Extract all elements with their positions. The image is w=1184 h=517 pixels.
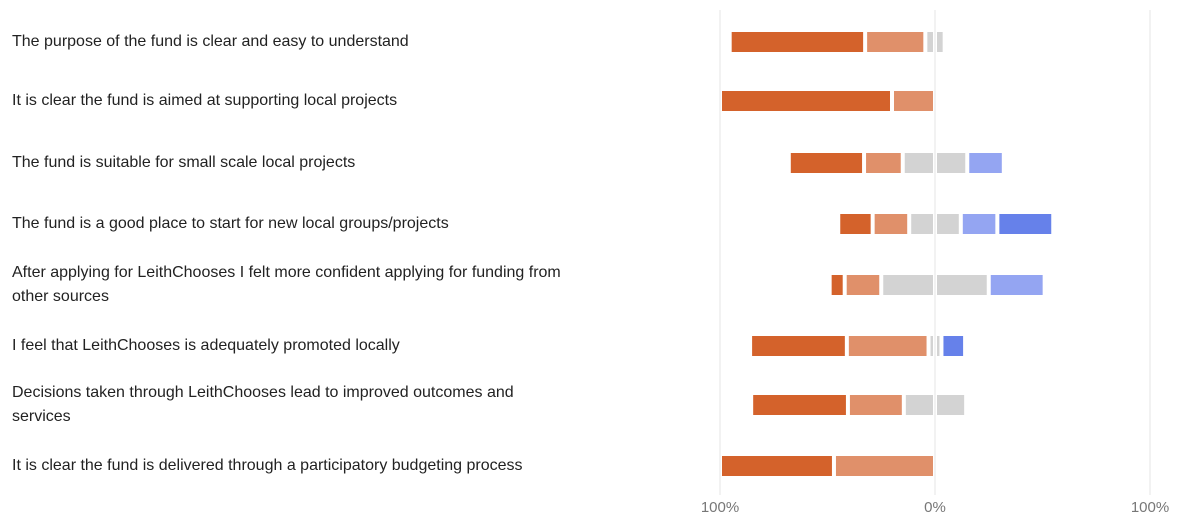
category-label: It is clear the fund is aimed at support… [12,92,398,109]
x-tick-label: 0% [924,499,946,516]
category-label: The fund is suitable for small scale loc… [12,154,356,171]
x-tick-label: 100% [701,499,739,516]
bar-segment-neutral-right [937,153,966,173]
bar-segment [846,275,880,295]
x-tick-label: 100% [1131,499,1169,516]
bar-segment-neutral-left [930,336,933,356]
category-label: I feel that LeithChooses is adequately p… [12,337,400,354]
category-label: After applying for LeithChooses I felt m… [12,264,561,305]
bar-segment [943,336,964,356]
bar-segment-neutral-left [905,395,933,415]
bar-segment [990,275,1043,295]
category-label: Decisions taken through LeithChooses lea… [12,384,514,425]
bar-segment [874,214,908,234]
bar-segment [840,214,871,234]
bar-segment [962,214,996,234]
bar-segment-neutral-right [937,32,943,52]
bar-segment [790,153,863,173]
bar-segment-neutral-right [937,395,965,415]
bar-segment-neutral-left [904,153,933,173]
bar-segment-neutral-right [937,275,987,295]
bar-segment [835,456,933,476]
bar-segment [866,153,901,173]
bar-segment-neutral-left [927,32,933,52]
bar-segment-neutral-left [911,214,933,234]
bar-segment-neutral-right [937,214,959,234]
bar-segment [722,456,832,476]
bar-segment [848,336,927,356]
bar-segment [867,32,924,52]
bar-segment-neutral-right [937,336,940,356]
bar-segment [894,91,933,111]
category-label: It is clear the fund is delivered throug… [12,457,523,474]
bar-segment [831,275,843,295]
bar-segment [731,32,864,52]
bar-segment [752,336,845,356]
bar-segment [849,395,902,415]
category-label: The fund is a good place to start for ne… [12,215,449,232]
bar-segment-neutral-left [883,275,933,295]
bar-segment [722,91,890,111]
category-label: The purpose of the fund is clear and eas… [12,33,409,50]
bar-segment [969,153,1002,173]
bar-segment [999,214,1052,234]
bar-segment [753,395,846,415]
